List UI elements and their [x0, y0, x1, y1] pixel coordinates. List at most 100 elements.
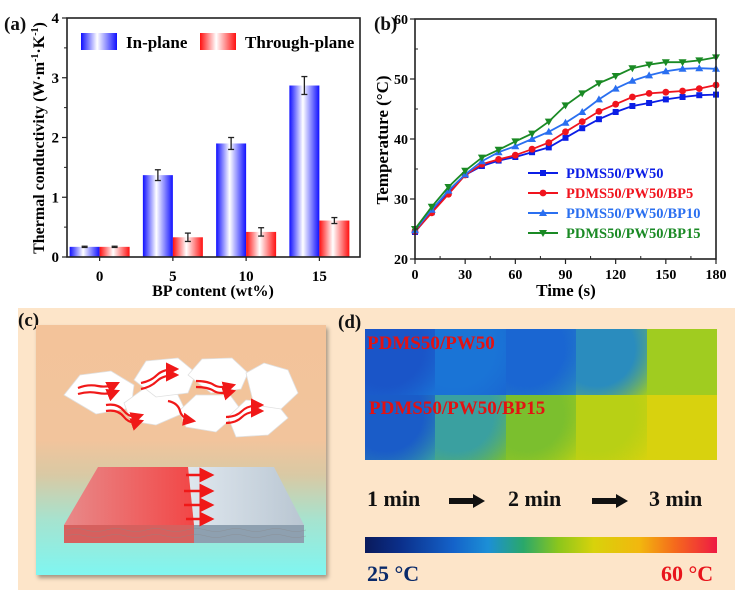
data-point	[662, 96, 669, 103]
legend-marker	[539, 189, 547, 197]
thermal-row-label: PDMS50/PW50/BP15	[369, 398, 546, 419]
thermal-image-cell	[576, 394, 647, 460]
bar-in-plane-10	[216, 143, 247, 257]
x-tick-label: 180	[706, 268, 727, 283]
data-point	[544, 127, 553, 135]
bar-chart-thermal-conductivity: 0 1 2 3 4 0 5 10 15 BP content (wt%) Thermal co…	[30, 11, 361, 300]
panel-label-c: (c)	[18, 310, 40, 331]
data-point	[578, 118, 586, 125]
data-point	[495, 156, 503, 163]
data-point	[628, 65, 637, 73]
arrow-right-icon	[449, 494, 485, 508]
error-bar	[154, 169, 161, 182]
legend-item: PDMS50/PW50/BP5	[528, 186, 693, 202]
data-point	[528, 130, 537, 138]
data-point	[629, 103, 636, 109]
data-point	[594, 95, 603, 103]
time-label-1: 1 min	[367, 486, 421, 511]
bar-in-plane-5	[142, 175, 173, 257]
y-axis-label: Temperature (°C)	[373, 75, 392, 204]
data-point	[678, 64, 687, 72]
time-label-2: 2 min	[508, 486, 562, 511]
lateral-heat-arrows	[184, 467, 215, 527]
data-point	[511, 142, 520, 150]
legend-label-through-plane: Through-plane	[245, 33, 355, 52]
thermal-image-cell	[435, 394, 506, 460]
error-bar	[301, 75, 308, 96]
legend-item: PDMS50/PW50	[528, 166, 663, 182]
temperature-colorbar	[365, 537, 717, 553]
x-axis-label: Time (s)	[536, 281, 596, 300]
data-point	[695, 64, 704, 72]
x-tick-label: 60	[508, 268, 522, 283]
data-point	[628, 76, 637, 84]
data-point	[612, 109, 619, 115]
y-tick-label: 30	[394, 193, 408, 208]
data-point	[561, 118, 570, 126]
legend-item: PDMS50/PW50/BP10	[528, 206, 701, 222]
legend-marker	[539, 230, 547, 237]
y-tick-label: 2	[52, 131, 60, 147]
data-point	[561, 102, 570, 110]
composite-slab	[64, 467, 307, 543]
data-point	[494, 146, 503, 154]
x-tick-label: 150	[655, 268, 676, 283]
legend-label: PDMS50/PW50/BP10	[566, 206, 701, 222]
thermal-row-label: PDMS50/PW50	[367, 333, 495, 354]
data-point	[645, 61, 654, 69]
data-point	[661, 67, 670, 75]
bar-through-plane-0	[99, 246, 130, 257]
y-tick-label: 1	[52, 190, 60, 206]
thermal-image-cell	[576, 329, 647, 395]
data-point	[678, 59, 687, 67]
y-tick-label: 0	[52, 250, 60, 266]
legend-marker	[539, 209, 547, 216]
x-axis-label: BP content (wt%)	[152, 283, 274, 300]
bp-flakes	[63, 357, 299, 438]
data-point	[679, 87, 686, 95]
data-point	[461, 167, 470, 175]
thermal-image-cell	[365, 394, 436, 460]
data-point	[646, 100, 653, 106]
thermal-image-cell	[646, 329, 717, 395]
x-tick-label: 10	[239, 269, 254, 285]
data-point	[545, 139, 553, 147]
legend-swatch-through-plane	[200, 33, 236, 50]
legend-label: PDMS50/PW50	[566, 166, 663, 182]
legend: In-plane Through-plane	[81, 33, 355, 52]
data-point	[545, 144, 552, 151]
data-point	[696, 92, 703, 99]
colorbar-max-label: 60 °C	[661, 561, 714, 586]
panel-label-b: (b)	[374, 14, 398, 35]
data-point	[595, 108, 603, 115]
legend-item: PDMS50/PW50/BP15	[528, 226, 701, 242]
legend-marker	[540, 170, 546, 176]
data-point	[611, 84, 620, 92]
x-tick-label: 30	[458, 268, 472, 283]
x-tick-label: 15	[312, 269, 327, 285]
data-point	[645, 71, 654, 79]
thermal-image-cell	[505, 329, 577, 395]
y-tick-label: 20	[394, 253, 408, 268]
bar-through-plane-5	[172, 237, 203, 257]
data-point	[511, 138, 520, 146]
error-bar	[81, 245, 88, 249]
slab-top-cool	[188, 467, 304, 525]
data-point	[611, 73, 620, 80]
thermal-image-cell	[365, 329, 436, 395]
data-point	[628, 93, 636, 101]
legend-swatch-in-plane	[81, 33, 117, 50]
thermal-image-cell	[646, 394, 717, 460]
arrow-right-icon	[592, 494, 628, 508]
data-point	[612, 100, 620, 108]
colorbar-min-label: 25 °C	[367, 561, 420, 586]
slab-top-heated	[64, 467, 194, 525]
data-point	[594, 80, 603, 88]
schematic-card	[36, 325, 326, 575]
panel-label-a: (a)	[4, 14, 27, 35]
data-point	[645, 90, 653, 97]
data-point	[695, 57, 704, 65]
x-tick-label: 90	[559, 268, 573, 283]
series-pdms50-pw50-bp5	[411, 81, 720, 235]
x-tick-label: 0	[96, 269, 104, 285]
